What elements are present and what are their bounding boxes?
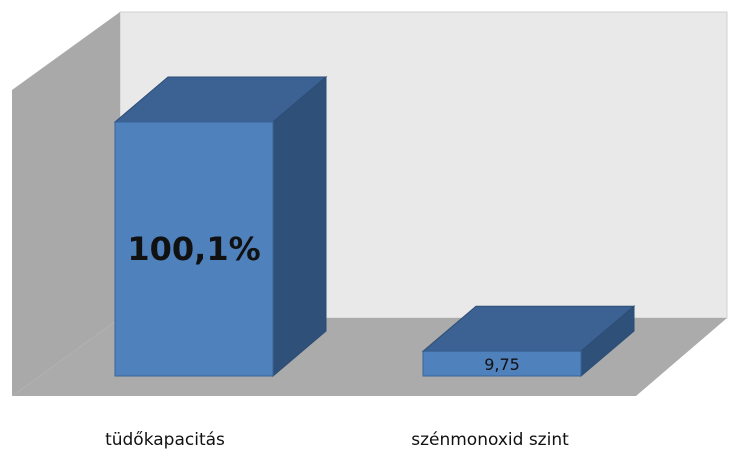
value-label: 100,1%: [127, 230, 260, 268]
bar: [114, 121, 274, 377]
bar: [422, 350, 582, 377]
x-tick-label: tüdőkapacitás: [105, 430, 225, 450]
value-label: 9,75: [484, 355, 520, 374]
x-tick-label: szénmonoxid szint: [411, 430, 569, 450]
side-wall: [12, 12, 120, 396]
bar-side: [272, 75, 327, 378]
